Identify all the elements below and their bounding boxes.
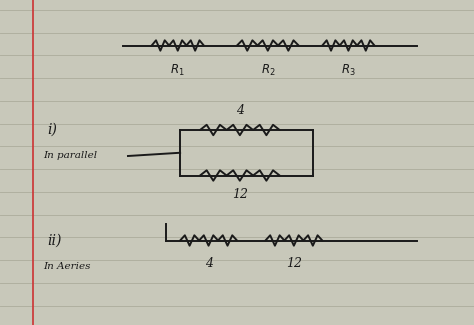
Text: ii): ii): [47, 233, 62, 248]
Text: $R_2$: $R_2$: [261, 63, 275, 78]
Text: 12: 12: [286, 257, 302, 270]
Text: $R_1$: $R_1$: [171, 63, 185, 78]
Text: In Aeries: In Aeries: [43, 262, 90, 271]
Text: 12: 12: [232, 188, 248, 202]
Text: 4: 4: [205, 257, 212, 270]
Text: In parallel: In parallel: [43, 151, 97, 161]
Text: 4: 4: [236, 104, 244, 117]
Text: $R_3$: $R_3$: [341, 63, 356, 78]
Text: i): i): [47, 123, 57, 137]
